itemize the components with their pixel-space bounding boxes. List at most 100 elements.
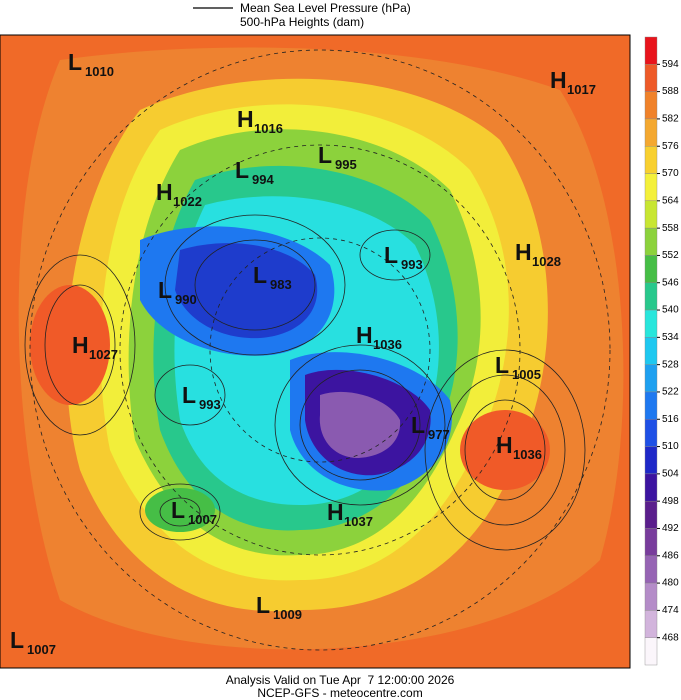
center-letter: L [256, 592, 270, 618]
center-pressure: 977 [428, 427, 450, 442]
center-pressure: 1007 [188, 512, 217, 527]
center-pressure: 1005 [512, 367, 541, 382]
isobar [44, 284, 116, 406]
colorbar-swatch [644, 173, 658, 202]
colorbar-label: 504 [662, 469, 679, 480]
colorbar-label: 558 [662, 223, 679, 234]
colorbar-label: 480 [662, 578, 679, 589]
isobar [139, 483, 221, 541]
colorbar-swatch [644, 91, 658, 120]
colorbar: 594 588 582 576 570 564 558 552 546 540 534 528 522 5… [644, 36, 679, 666]
colorbar-label: 546 [662, 277, 679, 288]
isobar [359, 229, 431, 281]
center-letter: H [550, 67, 567, 93]
latitude-circle [209, 237, 431, 463]
colorbar-label: 552 [662, 250, 679, 261]
warm-region [0, 35, 630, 668]
center-pressure: 983 [270, 277, 292, 292]
colorbar-label: 594 [662, 59, 679, 70]
center-letter: L [411, 412, 425, 438]
center-pressure: 1022 [173, 194, 202, 209]
colorbar-swatch [644, 227, 658, 256]
warm-high-west [30, 285, 110, 405]
colorbar-swatch [644, 118, 658, 147]
isobar [424, 349, 586, 551]
isobar [299, 369, 421, 481]
center-letter: L [384, 242, 398, 268]
center-pressure: 1028 [532, 254, 561, 269]
colorbar-swatch [644, 500, 658, 529]
center-letter: H [496, 432, 513, 458]
map-frame [0, 34, 631, 669]
center-letter: H [72, 332, 89, 358]
center-letter: L [171, 497, 185, 523]
center-letter: L [10, 627, 24, 653]
colorbar-swatch [644, 419, 658, 447]
center-letter: L [158, 277, 172, 303]
colorbar-label: 528 [662, 359, 679, 370]
colorbar-label: 534 [662, 332, 679, 343]
colorbar-swatch [644, 610, 658, 638]
isobar [194, 239, 316, 331]
colorbar-label: 582 [662, 114, 679, 125]
colorbar-label: 498 [662, 496, 679, 507]
isobar [464, 399, 546, 501]
low-green [145, 488, 215, 532]
colorbar-label: 570 [662, 168, 679, 179]
legend-mslp: Mean Sea Level Pressure (hPa) [240, 1, 411, 15]
colorbar-swatch [644, 255, 658, 283]
colorbar-swatch [644, 146, 658, 174]
colorbar-swatch [644, 473, 658, 502]
legend-heights: 500-hPa Heights (dam) [240, 15, 364, 29]
colorbar-swatch [644, 64, 658, 92]
colorbar-swatch [644, 282, 658, 311]
center-letter: H [515, 239, 532, 265]
center-pressure: 1036 [513, 447, 542, 462]
colorbar-label: 510 [662, 441, 679, 452]
colorbar-label: 522 [662, 387, 679, 398]
center-letter: L [318, 142, 332, 168]
colorbar-label: 486 [662, 550, 679, 561]
center-letter: H [237, 106, 254, 132]
center-pressure: 994 [252, 172, 274, 187]
center-pressure: 995 [335, 157, 357, 172]
center-pressure: 993 [199, 397, 221, 412]
isobar [154, 364, 226, 426]
footer-valid: Analysis Valid on Tue Apr 7 12:00:00 202… [226, 673, 455, 687]
center-letter: L [235, 157, 249, 183]
colorbar-label: 468 [662, 632, 679, 643]
colorbar-swatch [644, 200, 658, 229]
warm-high [460, 410, 550, 490]
center-letter: L [182, 382, 196, 408]
center-pressure: 990 [175, 292, 197, 307]
colorbar-label: 516 [662, 414, 679, 425]
center-letter: H [356, 322, 373, 348]
colorbar-label: 492 [662, 523, 679, 534]
isobar [444, 374, 566, 526]
isobar [159, 497, 201, 527]
center-letter: L [253, 262, 267, 288]
colorbar-swatch [644, 364, 658, 393]
isobar [164, 214, 346, 356]
colorbar-swatch [644, 528, 658, 556]
colorbar-label: 564 [662, 195, 679, 206]
colorbar-swatch [644, 337, 658, 365]
center-pressure: 1037 [344, 514, 373, 529]
center-letter: L [68, 49, 82, 75]
colorbar-swatch [644, 309, 658, 338]
height-486 [319, 391, 401, 458]
latitude-circle [119, 144, 521, 556]
center-letter: L [495, 352, 509, 378]
center-pressure: 993 [401, 257, 423, 272]
colorbar-swatch [644, 446, 658, 475]
isobar [24, 254, 136, 436]
colorbar-swatch [644, 582, 658, 611]
colorbar-swatch [644, 36, 658, 65]
center-pressure: 1007 [27, 642, 56, 657]
isobar [274, 344, 446, 506]
center-letter: H [327, 499, 344, 525]
colorbar-label: 540 [662, 305, 679, 316]
center-pressure: 1027 [89, 347, 118, 362]
